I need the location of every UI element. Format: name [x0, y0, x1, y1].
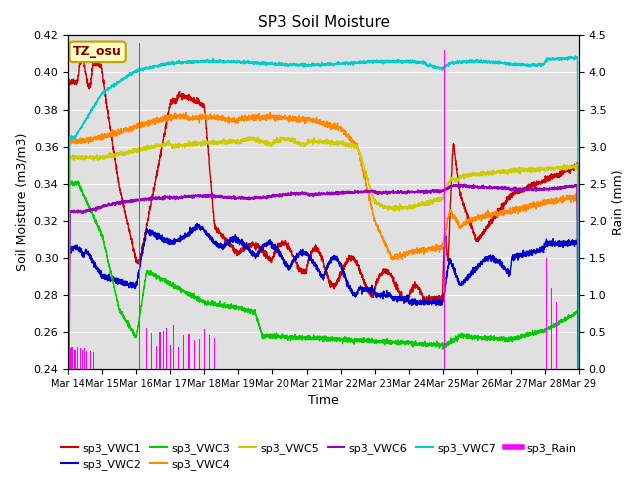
- X-axis label: Time: Time: [308, 395, 339, 408]
- Y-axis label: Rain (mm): Rain (mm): [612, 169, 625, 235]
- Legend: sp3_VWC1, sp3_VWC2, sp3_VWC3, sp3_VWC4, sp3_VWC5, sp3_VWC6, sp3_VWC7, sp3_Rain: sp3_VWC1, sp3_VWC2, sp3_VWC3, sp3_VWC4, …: [57, 438, 581, 474]
- Title: SP3 Soil Moisture: SP3 Soil Moisture: [257, 15, 390, 30]
- Text: TZ_osu: TZ_osu: [73, 45, 122, 59]
- Y-axis label: Soil Moisture (m3/m3): Soil Moisture (m3/m3): [15, 133, 28, 271]
